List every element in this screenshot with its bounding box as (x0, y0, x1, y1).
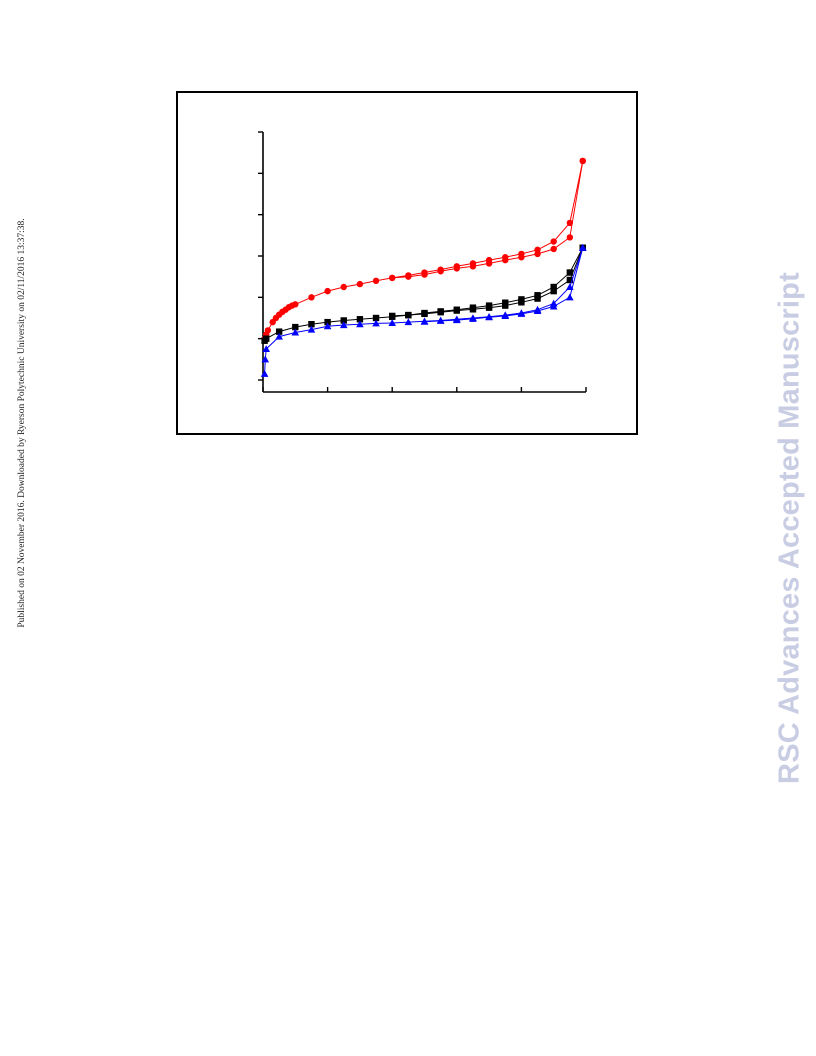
data-point (356, 316, 364, 323)
manuscript-watermark: RSC Advances Accepted Manuscript (770, 0, 810, 1056)
data-point (388, 319, 396, 326)
data-point (437, 309, 444, 316)
data-point (502, 256, 509, 264)
data-point (356, 280, 364, 288)
data-point (550, 245, 557, 253)
data-point (323, 322, 332, 330)
data-point (566, 219, 574, 227)
data-point (405, 311, 412, 319)
data-point (291, 328, 300, 336)
data-point (469, 306, 477, 313)
data-point (534, 295, 541, 302)
data-point (579, 157, 586, 165)
data-point (263, 335, 270, 342)
data-point (534, 250, 541, 258)
data-point (262, 345, 271, 353)
data-point (550, 287, 557, 295)
data-point (437, 268, 444, 275)
data-point (292, 323, 299, 331)
data-point (485, 304, 493, 311)
data-point (308, 321, 315, 328)
data-point (261, 355, 270, 363)
data-point (501, 312, 510, 319)
data-point (550, 283, 557, 291)
data-point (566, 234, 574, 241)
data-point (356, 320, 364, 328)
data-point (307, 325, 316, 333)
data-point (275, 332, 283, 340)
data-point (372, 277, 380, 284)
data-point (339, 321, 348, 329)
publication-side-note: Published on 02 November 2016. Downloade… (12, 0, 32, 1056)
data-point (421, 271, 428, 278)
data-point (566, 276, 574, 284)
data-point (260, 370, 269, 377)
data-point (518, 254, 525, 261)
data-point (578, 243, 587, 251)
data-point (405, 273, 412, 280)
series-4 (389, 244, 586, 320)
data-point (502, 302, 509, 309)
data-point (420, 317, 429, 325)
isotherm-chart (258, 131, 587, 393)
data-point (550, 238, 557, 245)
chart-frame (176, 91, 638, 435)
data-point (340, 317, 347, 324)
data-point (324, 318, 331, 326)
data-point (485, 260, 493, 267)
data-point (292, 301, 299, 308)
data-point (549, 302, 558, 310)
data-point (469, 315, 477, 322)
series-2 (389, 157, 586, 282)
data-point (389, 274, 396, 282)
data-point (485, 313, 493, 321)
data-point (566, 269, 574, 276)
data-point (453, 316, 461, 324)
data-point (566, 293, 574, 301)
watermark-text: RSC Advances Accepted Manuscript (773, 272, 806, 784)
data-point (324, 287, 331, 295)
data-point (340, 283, 347, 291)
data-point (275, 328, 283, 335)
series-layer (260, 157, 587, 377)
data-point (404, 318, 413, 326)
data-point (469, 263, 477, 270)
data-point (421, 310, 428, 318)
data-point (453, 265, 460, 272)
data-point (517, 310, 526, 317)
data-point (534, 292, 541, 299)
data-point (389, 312, 396, 320)
side-note-text: Published on 02 November 2016. Downloade… (17, 218, 27, 628)
data-point (436, 317, 445, 324)
data-point (264, 327, 272, 334)
data-point (518, 299, 525, 306)
data-point (453, 307, 460, 314)
data-point (308, 294, 315, 301)
series-6 (420, 243, 587, 325)
data-point (372, 314, 380, 322)
data-point (372, 319, 380, 327)
axes (258, 131, 587, 393)
data-point (533, 307, 542, 315)
